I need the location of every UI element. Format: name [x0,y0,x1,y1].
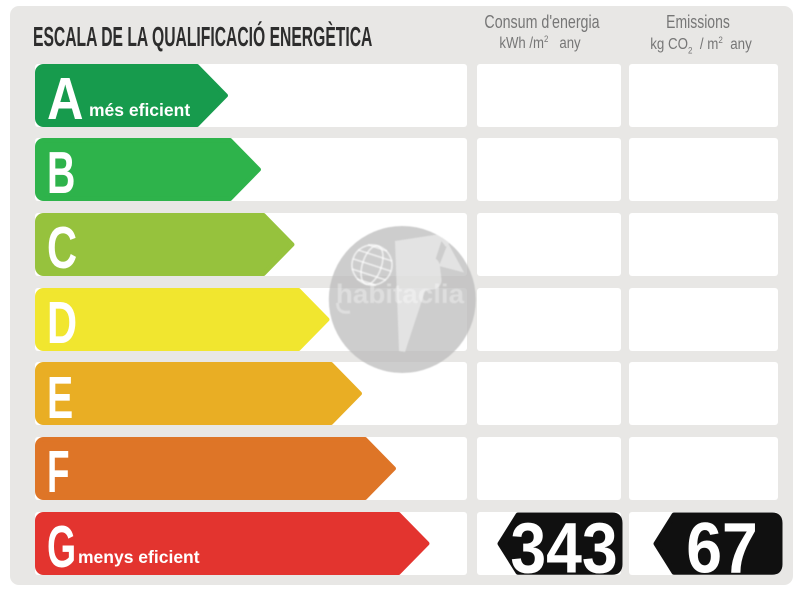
svg-text:67: 67 [686,512,758,576]
svg-text:habitaclia: habitaclia [336,278,465,309]
svg-text:343: 343 [510,512,617,576]
